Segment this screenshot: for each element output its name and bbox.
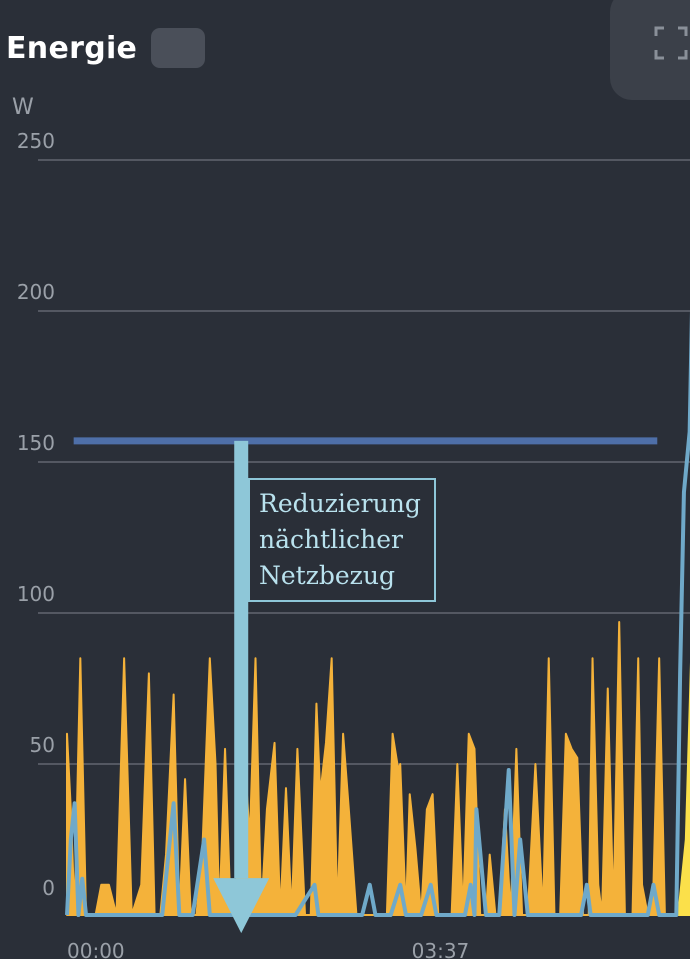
x-tick-label: 03:37 (412, 939, 470, 959)
x-tick-label: 00:00 (67, 939, 125, 959)
series-line-blue (65, 310, 690, 917)
y-tick-label: 50 (30, 733, 55, 757)
status-badge (151, 28, 206, 68)
y-tick-label: 100 (17, 582, 55, 606)
arrow-shaft (234, 440, 249, 879)
annotation-line-2: nächtlicher (259, 525, 403, 554)
series-group (65, 310, 690, 917)
y-tick-label: 0 (42, 876, 55, 900)
annotation-line-3: Netzbezug (259, 561, 395, 590)
y-tick-label: 150 (17, 431, 55, 455)
annotation-box: Reduzierung nächtlicher Netzbezug (248, 478, 436, 602)
series-area-orange (66, 621, 680, 916)
y-axis-label: W (12, 95, 34, 120)
arrow-head (213, 878, 270, 934)
annotation-marks (73, 437, 658, 934)
y-tick-label: 250 (17, 129, 55, 153)
series-area-yellow (677, 662, 690, 916)
card-header: Energie (6, 26, 206, 70)
fullscreen-icon (654, 26, 688, 60)
annotation-line-1: Reduzierung (259, 489, 421, 518)
y-axis-ticks: 0 50 100 150 200 250 (17, 129, 55, 900)
card-title: Energie (6, 30, 138, 66)
y-tick-label: 200 (17, 280, 55, 304)
fullscreen-button[interactable] (610, 0, 690, 100)
